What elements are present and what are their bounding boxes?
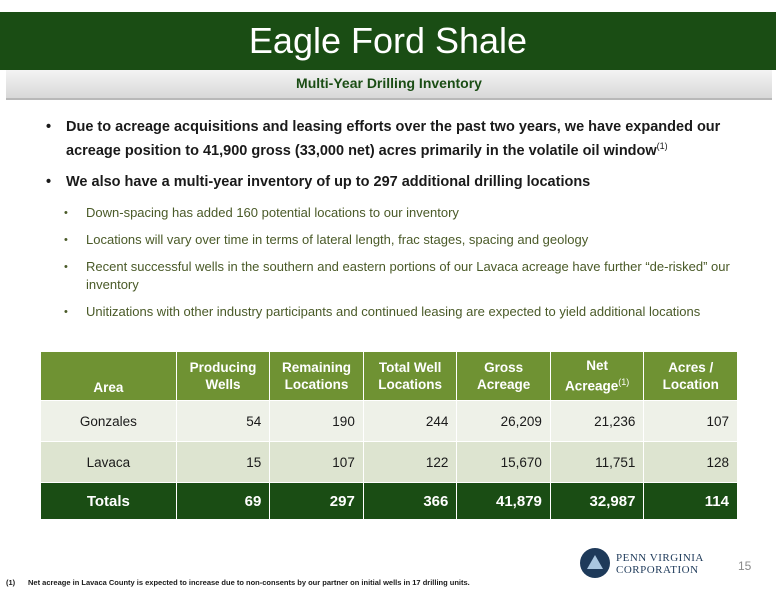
cell-acres-per-location: 128: [643, 441, 738, 483]
sub-bullet-dot-icon: •: [64, 305, 68, 318]
column-header-total-well-locations: Total Well Locations: [362, 351, 458, 401]
cell-area: Lavaca: [40, 441, 177, 483]
cell-total-remaining-locations: 297: [269, 482, 364, 520]
footnote: (1) Net acreage in Lavaca County is expec…: [6, 578, 470, 587]
cell-total-producing-wells: 69: [175, 482, 271, 520]
cell-producing-wells: 54: [175, 400, 271, 442]
cell-total-well-locations: 244: [362, 400, 458, 442]
cell-acres-per-location: 107: [643, 400, 738, 442]
cell-totals-label: Totals: [40, 482, 177, 520]
logo-line-1: PENN VIRGINIA: [616, 552, 704, 564]
column-header-acres-per-location: Acres / Location: [643, 351, 738, 401]
bullet-text: Due to acreage acquisitions and leasing …: [66, 119, 721, 159]
cell-net-acreage: 11,751: [549, 441, 645, 483]
sub-bullet-text: Recent successful wells in the southern …: [86, 258, 730, 292]
sub-bullet-dot-icon: •: [64, 233, 68, 246]
cell-area: Gonzales: [40, 400, 177, 442]
sub-bullet-text: Down-spacing has added 160 potential loc…: [86, 204, 459, 220]
cell-net-acreage: 21,236: [549, 400, 645, 442]
drilling-inventory-table: Area Producing Wells Remaining Locations T…: [40, 351, 738, 520]
sub-bullet: • Down-spacing has added 160 potential l…: [44, 204, 744, 222]
sub-bullet-dot-icon: •: [64, 206, 68, 219]
page-number: 15: [738, 559, 752, 573]
bullet-list: • Due to acreage acquisitions and leasin…: [44, 118, 744, 330]
cell-total-net-acreage: 32,987: [549, 482, 645, 520]
footnote-mark: (1): [6, 578, 16, 587]
column-header-gross-acreage: Gross Acreage: [456, 351, 551, 401]
title-bar: Eagle Ford Shale: [0, 12, 776, 70]
column-header-remaining-locations: Remaining Locations: [269, 351, 364, 401]
table-totals-row: Totals 69 297 366 41,879 32,987 114: [40, 482, 738, 520]
bullet-text: We also have a multi-year inventory of u…: [66, 173, 591, 190]
triangle-logo-icon: [580, 548, 610, 578]
cell-total-gross-acreage: 41,879: [456, 482, 551, 520]
cell-total-well-locations: 122: [362, 441, 458, 483]
slide-subtitle: Multi-Year Drilling Inventory: [296, 75, 482, 91]
column-header-producing-wells: Producing Wells: [175, 351, 271, 401]
cell-remaining-locations: 107: [269, 441, 364, 483]
sub-bullet: • Recent successful wells in the souther…: [44, 258, 744, 294]
slide-title: Eagle Ford Shale: [248, 20, 528, 61]
sub-bullet-dot-icon: •: [64, 260, 68, 273]
cell-gross-acreage: 26,209: [456, 400, 551, 442]
bullet-inventory: • We also have a multi-year inventory of…: [44, 173, 744, 192]
cell-total-acres-per-location: 114: [643, 482, 738, 520]
column-header-net-acreage: Net Acreage(1): [549, 351, 645, 401]
sub-bullet-text: Locations will vary over time in terms o…: [86, 231, 589, 247]
sub-bullet-text: Unitizations with other industry partici…: [86, 303, 701, 319]
bullet-dot-icon: •: [46, 119, 52, 135]
bullet-dot-icon: •: [46, 173, 52, 190]
sub-bullet: • Unitizations with other industry parti…: [44, 303, 744, 321]
subtitle-bar: Multi-Year Drilling Inventory: [6, 70, 772, 100]
table-row: Gonzales 54 190 244 26,209 21,236 107: [40, 400, 738, 442]
table-header-row: Area Producing Wells Remaining Locations T…: [40, 351, 738, 401]
footnote-ref: (1): [656, 141, 668, 151]
company-logo: PENN VIRGINIA CORPORATION: [580, 548, 710, 580]
table-row: Lavaca 15 107 122 15,670 11,751 128: [40, 441, 738, 483]
sub-bullet: • Locations will vary over time in terms…: [44, 231, 744, 249]
logo-line-2: CORPORATION: [616, 564, 699, 576]
cell-gross-acreage: 15,670: [456, 441, 551, 483]
cell-total-well-locations: 366: [362, 482, 458, 520]
cell-producing-wells: 15: [175, 441, 271, 483]
column-header-area: Area: [40, 351, 177, 401]
cell-remaining-locations: 190: [269, 400, 364, 442]
bullet-acreage: • Due to acreage acquisitions and leasin…: [44, 118, 744, 161]
footnote-text: Net acreage in Lavaca County is expected…: [28, 578, 470, 587]
